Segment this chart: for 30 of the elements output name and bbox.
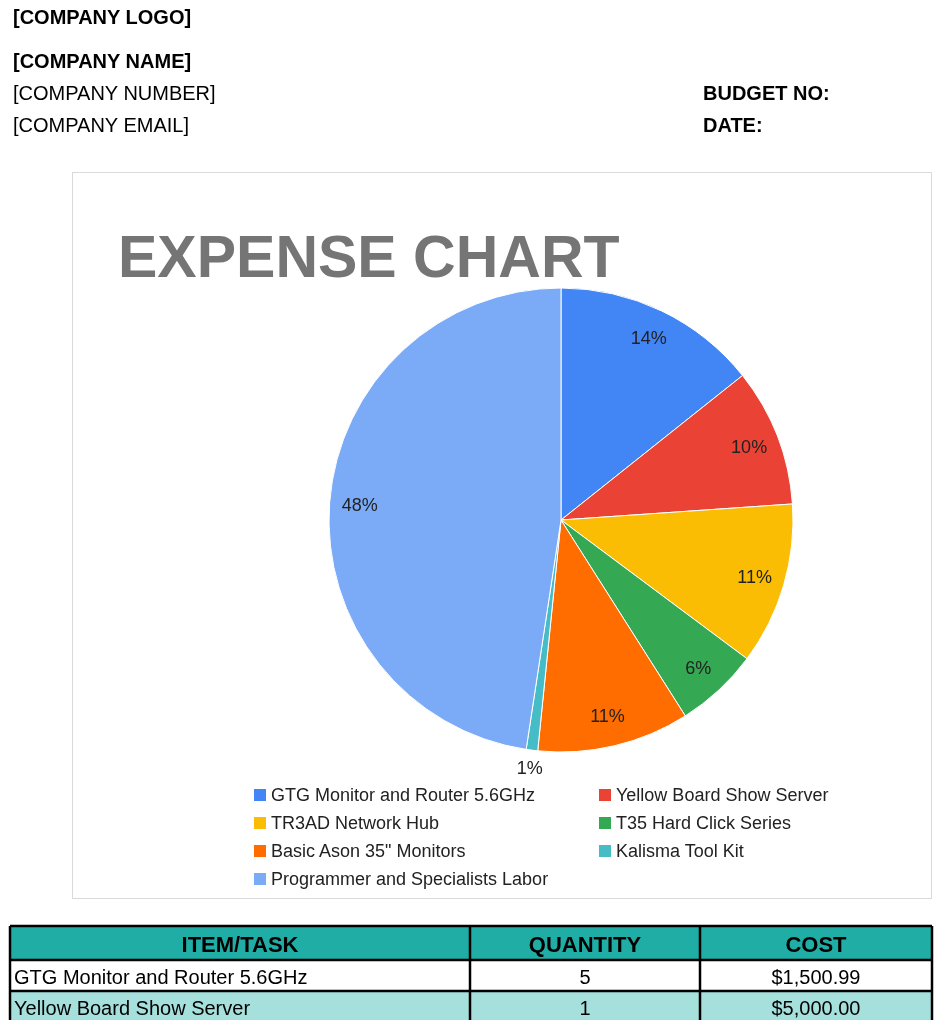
data-label: $1,500.99 (771, 965, 861, 988)
legend-label: Basic Ason 35" Monitors (271, 841, 466, 861)
data-label: 48% (341, 494, 378, 515)
text: BUDGET NO: (703, 82, 830, 104)
category-label: Yellow Board Show Server (14, 996, 251, 1019)
legend-label: Kalisma Tool Kit (616, 841, 744, 861)
data-label: 1 (579, 996, 591, 1019)
data-label: $5,000.00 (771, 996, 861, 1019)
data-label: 11% (590, 706, 625, 727)
category-label: GTG Monitor and Router 5.6GHz (14, 965, 308, 988)
legend-label: Programmer and Specialists Labor (271, 869, 549, 889)
data-label: 11% (737, 566, 772, 587)
series-label: QUANTITY (528, 931, 642, 957)
text: DATE: (703, 114, 763, 136)
text: [COMPANY NAME] (13, 50, 192, 72)
text: ITEM/TASK (181, 931, 299, 957)
data-label: 5 (579, 965, 591, 988)
data-label: 14% (630, 328, 667, 349)
legend-label: TR3AD Network Hub (271, 813, 440, 833)
legend-label: T35 Hard Click Series (616, 813, 792, 833)
data-label: 1% (516, 758, 543, 779)
data-label: 6% (685, 658, 712, 678)
data-label: 10% (731, 436, 768, 457)
chart-title: EXPENSE CHART (118, 224, 620, 290)
text: [COMPANY EMAIL] (13, 114, 189, 136)
legend-label: Yellow Board Show Server (616, 785, 829, 805)
text: [COMPANY LOGO] (13, 6, 192, 28)
text: COST (785, 931, 848, 957)
text: [COMPANY NUMBER] (13, 82, 216, 104)
legend-label: GTG Monitor and Router 5.6GHz (271, 785, 536, 805)
